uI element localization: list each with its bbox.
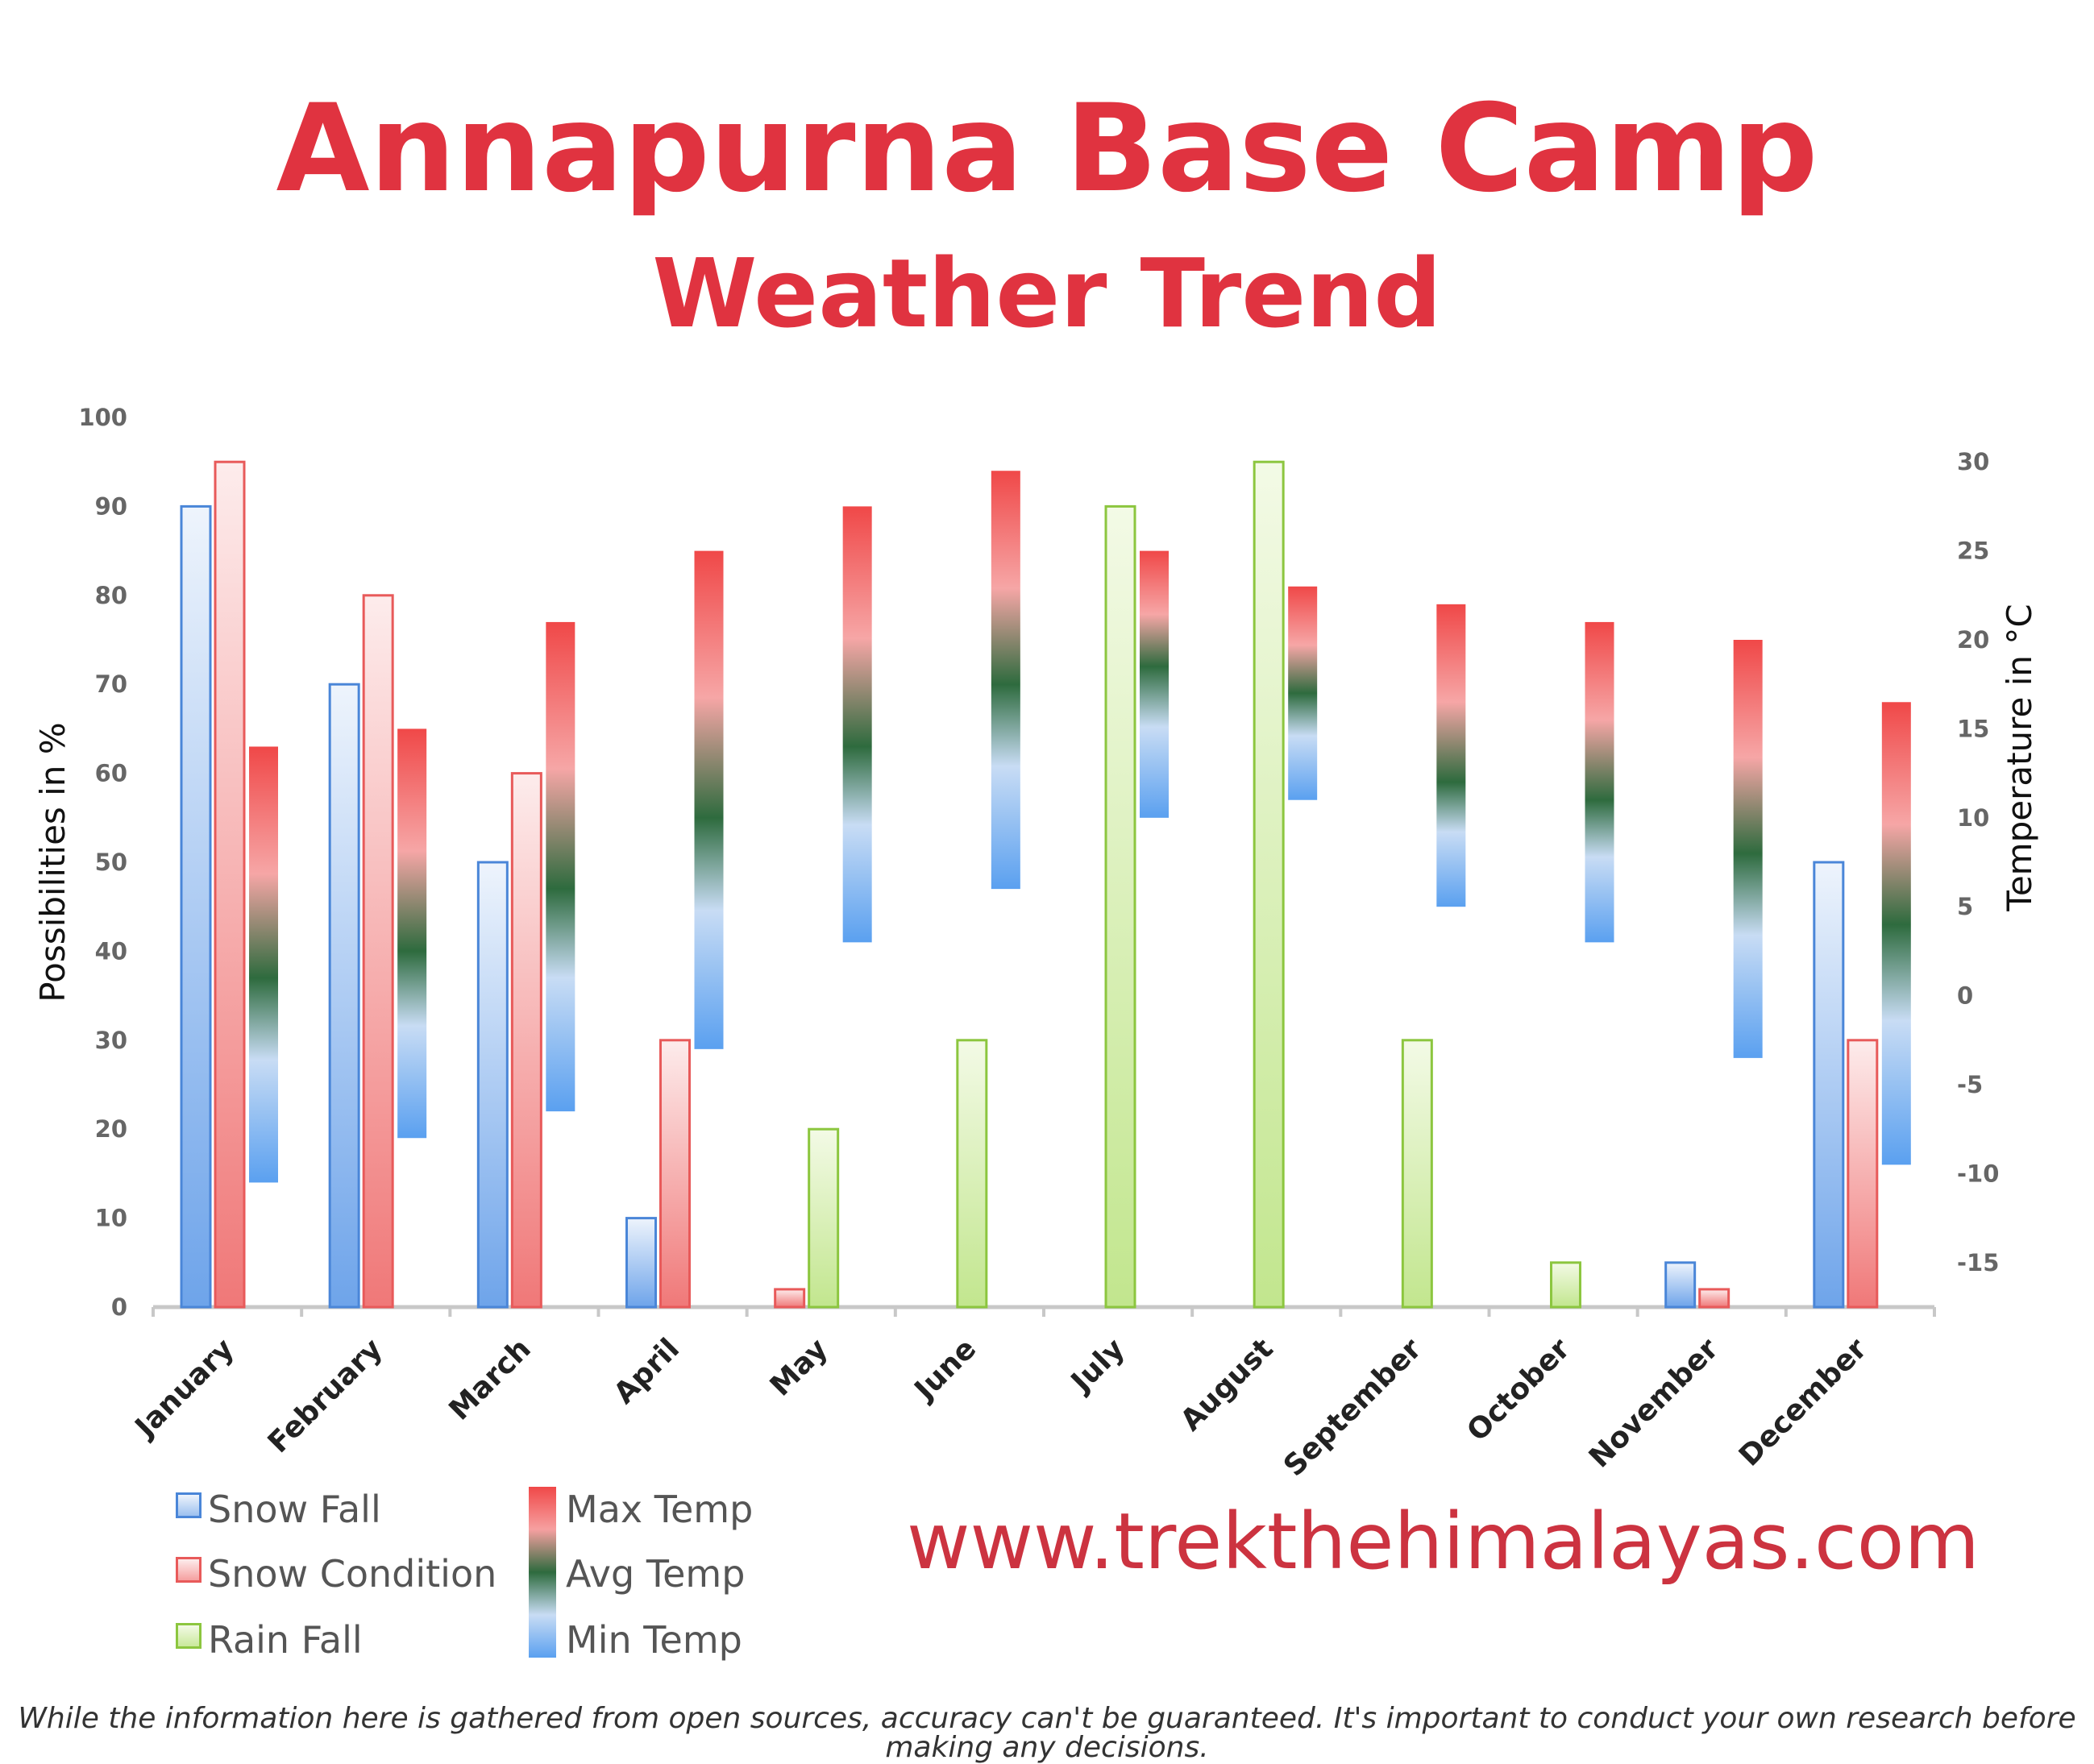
y2-tick-label: 5 — [1957, 893, 1973, 920]
bar-temperature-range-december — [1881, 702, 1911, 1165]
x-tick-label-january: January — [127, 1332, 240, 1445]
bar-snow-fall-december — [1813, 861, 1845, 1309]
bar-rain-fall-august — [1253, 460, 1285, 1309]
y-tick-label: 10 — [95, 1205, 127, 1232]
bar-snow-condition-november — [1698, 1288, 1730, 1309]
legend-label-rain-fall: Rain Fall — [208, 1618, 363, 1662]
bar-snow-fall-november — [1664, 1261, 1697, 1309]
bar-rain-fall-may — [808, 1127, 840, 1309]
bar-snow-fall-february — [328, 683, 360, 1309]
bar-temperature-range-january — [249, 746, 278, 1183]
bar-temperature-range-june — [991, 471, 1020, 890]
bar-temperature-range-november — [1733, 640, 1763, 1058]
website-url: www.trekthehimalayas.com — [907, 1496, 1980, 1587]
bar-temperature-range-july — [1140, 550, 1169, 818]
y-tick-label: 20 — [95, 1115, 127, 1143]
chart-title: Annapurna Base Camp — [276, 79, 1818, 219]
y-tick-label: 70 — [95, 670, 127, 698]
bar-temperature-range-october — [1585, 621, 1614, 943]
legend-label-snow-condition: Snow Condition — [208, 1552, 497, 1596]
bar-temperature-range-april — [694, 550, 724, 1049]
legend-swatch-snow-condition — [176, 1557, 202, 1583]
y-tick-label: 0 — [111, 1293, 127, 1321]
x-tick-label-october: October — [1461, 1332, 1577, 1448]
x-tick-label-may: May — [764, 1332, 834, 1402]
bar-rain-fall-september — [1401, 1039, 1433, 1309]
bar-temperature-range-march — [546, 621, 575, 1112]
y2-tick-label: -10 — [1957, 1160, 1999, 1187]
legend-label-avg-temp: Avg Temp — [566, 1552, 746, 1596]
y2-tick-label: -5 — [1957, 1071, 1983, 1098]
x-tick-label-april: April — [608, 1332, 686, 1410]
bar-snow-condition-april — [659, 1039, 691, 1309]
bar-snow-condition-december — [1847, 1039, 1879, 1309]
legend-swatch-temperature — [529, 1487, 556, 1658]
y2-tick-label: 10 — [1957, 804, 1989, 832]
x-tick-label-december: December — [1733, 1332, 1873, 1472]
y-tick-label: 60 — [95, 760, 127, 787]
y2-tick-label: 25 — [1957, 538, 1989, 565]
y-tick-label: 40 — [95, 937, 127, 965]
bar-snow-condition-february — [362, 594, 394, 1309]
y2-tick-label: 15 — [1957, 715, 1989, 742]
y-tick-label: 100 — [78, 404, 127, 431]
bar-rain-fall-october — [1550, 1261, 1581, 1309]
disclaimer-text: While the information here is gathered f… — [18, 1702, 2076, 1764]
bar-snow-fall-march — [476, 861, 509, 1309]
y-tick-label: 50 — [95, 849, 127, 876]
bar-rain-fall-june — [956, 1039, 988, 1309]
y-tick-label: 90 — [95, 492, 127, 520]
bar-snow-condition-may — [774, 1288, 806, 1309]
bar-rain-fall-july — [1104, 504, 1136, 1309]
x-tick-label-march: March — [443, 1332, 538, 1426]
bar-snow-condition-january — [214, 460, 246, 1309]
y2-tick-label: -15 — [1957, 1249, 1999, 1276]
x-tick-label-november: November — [1583, 1332, 1725, 1474]
bar-temperature-range-august — [1288, 586, 1318, 800]
y2-tick-label: 0 — [1957, 982, 1973, 1010]
y-tick-label: 30 — [95, 1027, 127, 1054]
legend-label-snow-fall: Snow Fall — [208, 1488, 381, 1531]
bar-snow-fall-january — [180, 504, 212, 1309]
x-tick-label-july: July — [1063, 1332, 1131, 1400]
x-tick-label-june: June — [907, 1332, 983, 1408]
y-tick-label: 80 — [95, 582, 127, 609]
bar-temperature-range-september — [1436, 604, 1466, 907]
bar-temperature-range-may — [842, 506, 872, 943]
x-tick-label-september: September — [1278, 1332, 1428, 1483]
x-tick-label-august: August — [1174, 1332, 1279, 1437]
legend-swatch-snow-fall — [176, 1492, 202, 1518]
y2-tick-label: 30 — [1957, 448, 1989, 475]
legend-swatch-rain-fall — [176, 1623, 202, 1649]
legend-label-max-temp: Max Temp — [566, 1488, 754, 1531]
bar-snow-condition-march — [510, 772, 542, 1309]
legend-label-min-temp: Min Temp — [566, 1618, 742, 1662]
x-tick-label-february: February — [262, 1332, 389, 1459]
y-axis-title: Possibilities in % — [33, 722, 73, 1002]
y2-tick-label: 20 — [1957, 626, 1989, 654]
y2-axis-title: Temperature in °C — [2000, 604, 2039, 911]
chart-subtitle: Weather Trend — [652, 238, 1442, 349]
bar-snow-fall-april — [625, 1217, 657, 1309]
bar-temperature-range-february — [397, 728, 427, 1139]
